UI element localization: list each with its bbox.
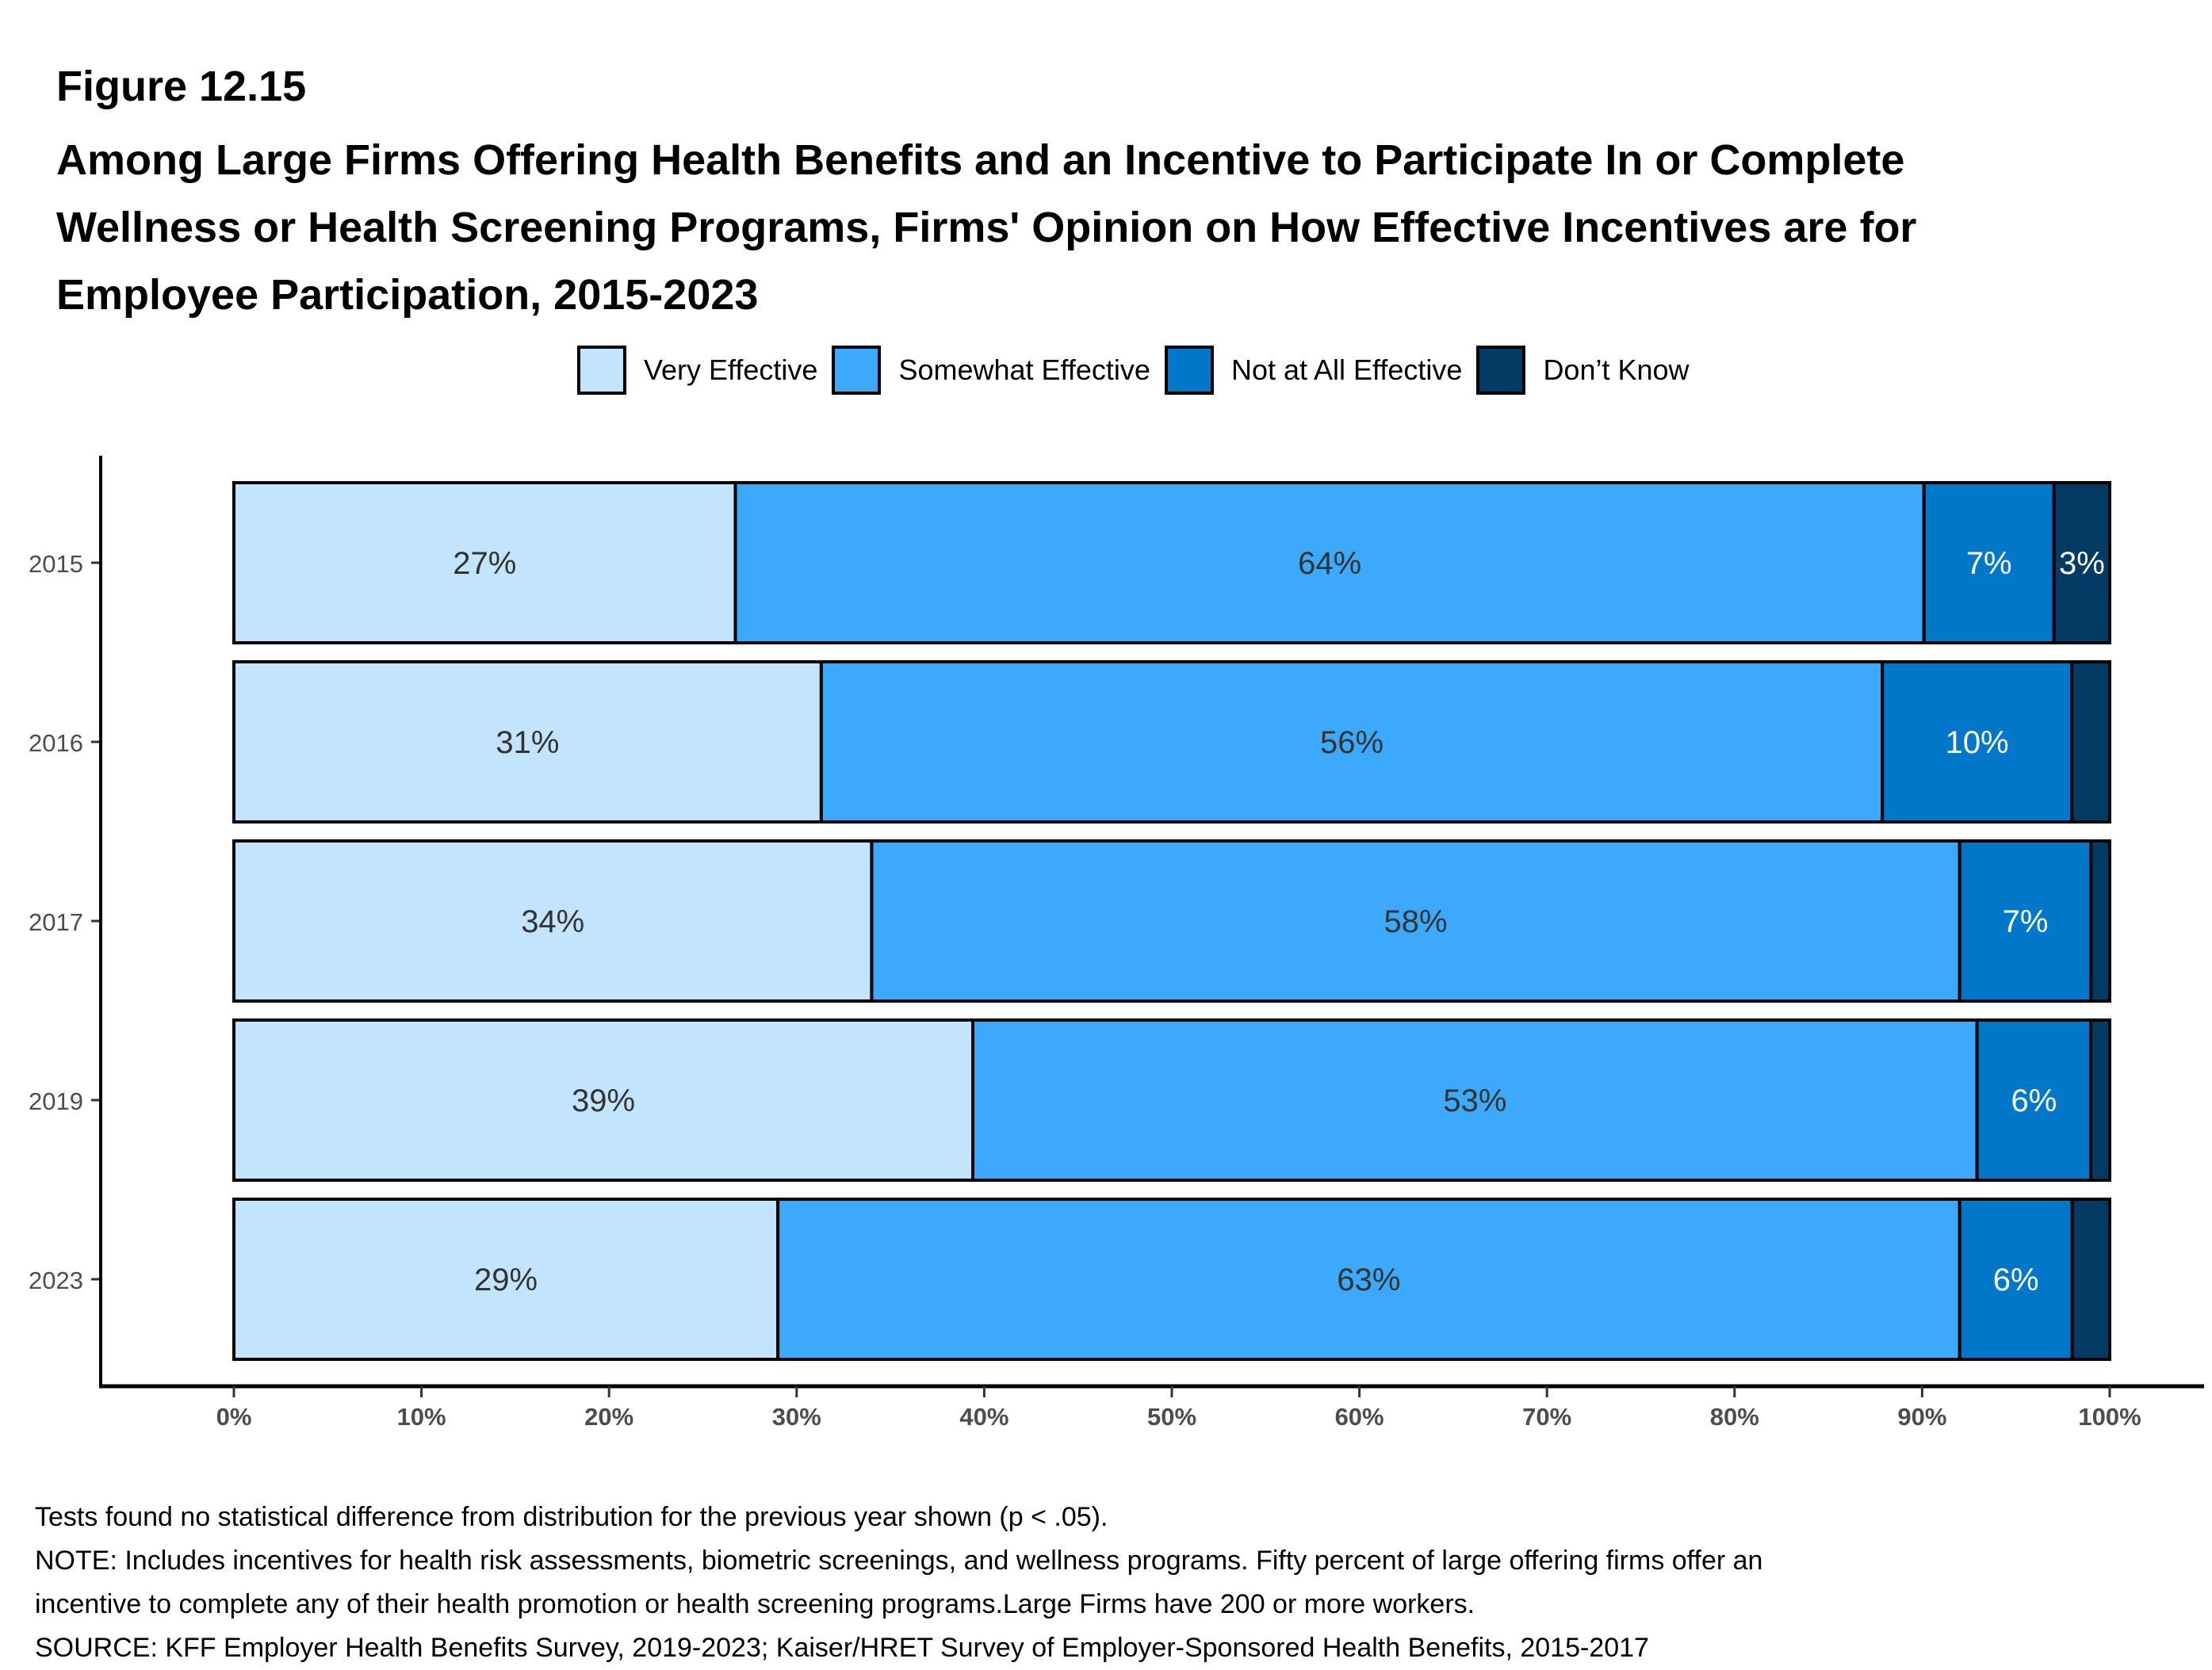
- bar-segment: [232, 660, 823, 824]
- bar-value-label: 34%: [521, 904, 584, 939]
- bar-segment: [2052, 481, 2111, 644]
- bar-segment: [232, 1198, 780, 1361]
- bar-segment: [1922, 481, 2056, 644]
- title-line-1: Among Large Firms Offering Health Benefi…: [56, 136, 1905, 184]
- legend-swatch: [577, 346, 626, 395]
- legend-swatch: [832, 346, 882, 395]
- x-tick-label: 30%: [772, 1403, 821, 1431]
- x-tick-label: 10%: [397, 1403, 446, 1431]
- bar-value-label: 6%: [1993, 1263, 2039, 1297]
- footer-source: SOURCE: KFF Employer Health Benefits Sur…: [35, 1633, 1649, 1663]
- bar-segment: [2070, 660, 2111, 824]
- bar-value-label: 39%: [572, 1083, 635, 1118]
- legend-swatch: [1476, 346, 1526, 395]
- bar-segment: [776, 1198, 1961, 1361]
- bar-segment: [971, 1018, 1979, 1182]
- bar-value-label: 64%: [1298, 546, 1361, 581]
- y-tick-label: 2016: [29, 729, 83, 757]
- footer-notes: Tests found no statistical difference fr…: [35, 1496, 1762, 1670]
- y-tick-label: 2015: [29, 550, 83, 578]
- stacked-bar-chart: 27% 64% 7% 3% 31% 56% 10% 34% 58% 7% 39% 53% 6% 29% 63…: [29, 456, 2204, 1431]
- x-tick-label: 70%: [1522, 1403, 1571, 1431]
- legend-item-not-at-all-effective: Not at All Effective: [1164, 346, 1463, 395]
- bar-segment: [232, 839, 874, 1003]
- legend-item-very-effective: Very Effective: [577, 346, 817, 395]
- bar-segment: [2089, 839, 2112, 1003]
- legend-label: Not at All Effective: [1230, 353, 1463, 386]
- y-tick-label: 2019: [29, 1087, 83, 1115]
- footer-note-line-1: NOTE: Includes incentives for health ris…: [35, 1546, 1763, 1576]
- bar-value-label: 56%: [1320, 725, 1383, 760]
- bar-segment: [2070, 1198, 2111, 1361]
- x-tick-label: 20%: [584, 1403, 633, 1431]
- bar-segment: [232, 1018, 975, 1182]
- bar-value-label: 3%: [2059, 546, 2105, 581]
- y-tick-label: 2017: [29, 908, 83, 936]
- chart-title: Among Large Firms Offering Health Benefi…: [56, 127, 2157, 329]
- axes-group: 2015 2016 2017 2019 2023 0% 10% 20% 30% 40% 50% 60%…: [29, 456, 2204, 1431]
- x-tick-label: 100%: [2078, 1403, 2141, 1431]
- bar-value-label: 31%: [496, 725, 559, 760]
- bar-segment: [733, 481, 1926, 644]
- legend-label: Somewhat Effective: [898, 353, 1150, 386]
- bar-segment: [1881, 660, 2074, 824]
- bar-segment: [1958, 839, 2093, 1003]
- bar-value-label: 10%: [1946, 725, 2009, 760]
- bar-value-label: 58%: [1384, 904, 1448, 939]
- x-tick-label: 90%: [1897, 1403, 1946, 1431]
- legend-label: Very Effective: [644, 353, 818, 386]
- bar-value-label: 29%: [474, 1263, 538, 1297]
- legend-swatch: [1164, 346, 1214, 395]
- legend-item-somewhat-effective: Somewhat Effective: [832, 346, 1150, 395]
- footer-note-line-2: incentive to complete any of their healt…: [35, 1589, 1475, 1619]
- bar-value-label: 7%: [2003, 904, 2049, 939]
- y-tick-label: 2023: [29, 1267, 83, 1294]
- bar-value-label: 6%: [2011, 1083, 2057, 1118]
- bar-segment: [1958, 1198, 2074, 1361]
- footer-tests-note: Tests found no statistical difference fr…: [35, 1502, 1108, 1532]
- bar-value-label: 53%: [1443, 1083, 1506, 1118]
- legend-label: Don’t Know: [1543, 353, 1690, 386]
- figure-label: Figure 12.15: [56, 63, 307, 110]
- bar-segment: [870, 839, 1961, 1003]
- x-tick-label: 60%: [1335, 1403, 1384, 1431]
- x-tick-label: 80%: [1710, 1403, 1759, 1431]
- bar-value-label: 63%: [1337, 1263, 1400, 1297]
- legend: Very Effective Somewhat Effective Not at…: [577, 342, 1704, 398]
- bar-segment: [2089, 1018, 2112, 1182]
- bar-value-label: 7%: [1966, 546, 2012, 581]
- x-tick-label: 40%: [959, 1403, 1008, 1431]
- bar-segment: [1975, 1018, 2093, 1182]
- title-line-3: Employee Participation, 2015-2023: [56, 271, 759, 319]
- bars-group: 27% 64% 7% 3% 31% 56% 10% 34% 58% 7% 39% 53% 6% 29% 63…: [232, 481, 2112, 1361]
- bar-segment: [819, 660, 1885, 824]
- title-line-2: Wellness or Health Screening Programs, F…: [56, 204, 1917, 251]
- legend-item-dont-know: Don’t Know: [1476, 346, 1690, 395]
- x-tick-label: 50%: [1147, 1403, 1196, 1431]
- x-tick-label: 0%: [216, 1403, 252, 1431]
- bar-value-label: 27%: [453, 546, 516, 581]
